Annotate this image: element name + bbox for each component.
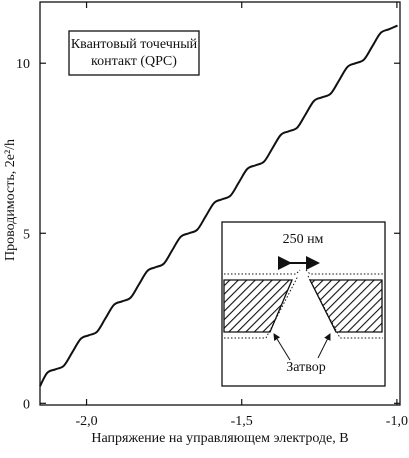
annotation-line: контакт (QPC) — [91, 54, 177, 69]
y-tick-label: 0 — [23, 397, 30, 412]
boundary — [224, 275, 383, 339]
gate-arrow — [273, 333, 291, 361]
annotation: Квантовый точечный контакт (QPC) — [68, 30, 200, 76]
curve-layer — [39, 24, 398, 387]
gate-right — [308, 279, 383, 333]
annotation-box — [68, 30, 200, 76]
inset-scale: 250 нм — [283, 232, 324, 247]
inset-label: Затвор — [286, 360, 326, 375]
x-tick-label: -1,0 — [386, 414, 408, 429]
inset: 250 нм Затвор — [221, 221, 386, 387]
x-tick-label: -2,0 — [75, 414, 97, 429]
gate-arrow — [317, 333, 331, 359]
y-tick-label: 5 — [23, 227, 30, 242]
gate-left — [223, 279, 293, 333]
plot-frame — [39, 1, 401, 406]
annotation-line: Квантовый точечный — [71, 37, 198, 52]
line-series — [39, 24, 398, 387]
y-tick-label: 10 — [16, 57, 30, 72]
x-axis-label: Напряжение на управляющем электроде, В — [91, 431, 348, 446]
y-axis-label: Проводимость, 2e²/h — [3, 139, 18, 261]
x-tick-label: -1,5 — [231, 414, 253, 429]
